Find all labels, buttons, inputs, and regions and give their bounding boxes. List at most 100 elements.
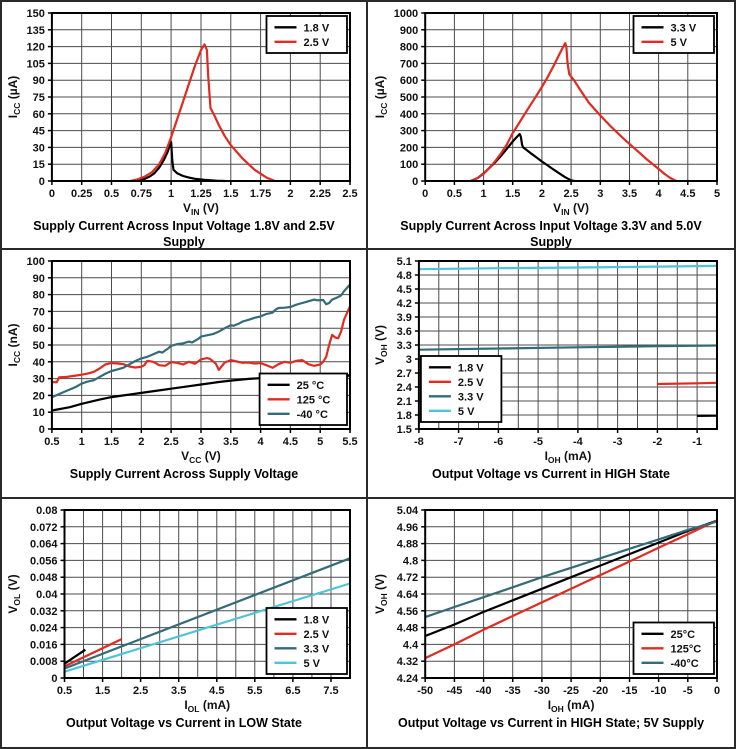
y-tick-label: 150 xyxy=(27,8,45,20)
series-line-2.5-v xyxy=(130,43,276,183)
x-tick-label: -40 xyxy=(476,685,492,697)
supply-current-1v8-2v5-chart: 0 0.25 0.5 0.75 1 1.25 1.5 1.75 2 2.25 2.5 0 15 30 45 6… xyxy=(6,8,358,217)
y-tick-label: 50 xyxy=(33,340,45,352)
supply-current-3v3-5v-chart: 0 0.5 1 1.5 2 2.5 3 3.5 4 4.5 5 0 100 200 300 400 500 600… xyxy=(373,8,720,217)
y-tick-label: 400 xyxy=(400,109,418,121)
y-tick-label: 4.32 xyxy=(397,656,418,668)
plot: 0.5 1.5 2.5 3.5 4.5 5.5 6.5 7.5 0 0.008 0.016 0.024… xyxy=(6,505,351,714)
y-tick-label: 30 xyxy=(33,374,45,386)
y-tick-label: 4.5 xyxy=(397,284,412,296)
legend: 1.8 V 2.5 V 3.3 V 5 V xyxy=(420,355,503,424)
x-tick-label: 0.25 xyxy=(71,188,92,200)
legend-label: 3.3 V xyxy=(458,392,484,404)
y-tick-label: 90 xyxy=(33,75,45,87)
y-tick-label: 4.8 xyxy=(397,270,412,282)
chart-panel-supply-current-3v3-5v: 0 0.5 1 1.5 2 2.5 3 3.5 4 4.5 5 0 100 200 300 400 500 600… xyxy=(368,2,734,251)
tick-labels: -8 -7 -6 -5 -4 -3 -2 -1 1.5 1.8 2.1 2.4 2.7 3 3.3 3.6 3.… xyxy=(397,256,702,448)
x-tick-label: -3 xyxy=(613,436,623,448)
axis-labels: IOH (mA) VOH (V) xyxy=(373,325,591,465)
x-tick-label: -45 xyxy=(446,685,462,697)
legend-label: 5 V xyxy=(671,37,688,49)
tick-labels: 0.5 1.5 2.5 3.5 4.5 5.5 6.5 7.5 0 0.008 0.016 0.024… xyxy=(30,505,339,697)
series-line-3.3-v xyxy=(470,132,575,183)
x-tick-label: 4 xyxy=(258,436,265,448)
y-axis-label: ICC (µA) xyxy=(373,76,389,119)
y-tick-label: 4.88 xyxy=(397,538,418,550)
legend: 25 °C 125 °C -40 °C xyxy=(258,372,348,427)
y-tick-label: 1.8 xyxy=(397,410,412,422)
x-tick-label: 1.5 xyxy=(505,188,520,200)
legend-box xyxy=(632,15,715,54)
tick-labels: 0.5 1 1.5 2 2.5 3 3.5 4 4.5 5 5.5 0 10 20 30 40 50 60 70 80… xyxy=(27,256,358,448)
y-tick-label: 3 xyxy=(406,354,412,366)
plot: -8 -7 -6 -5 -4 -3 -2 -1 1.5 1.8 2.1 2.4 2.7 3 3.3 3.6 3.… xyxy=(373,256,719,465)
x-axis-label: VIN (V) xyxy=(183,201,219,217)
x-tick-label: 4.5 xyxy=(680,188,695,200)
plot: 0 0.5 1 1.5 2 2.5 3 3.5 4 4.5 5 0 100 200 300 400 500 600… xyxy=(373,8,720,217)
y-tick-label: 2.4 xyxy=(397,382,413,394)
vol-vs-iol-chart: 0.5 1.5 2.5 3.5 4.5 5.5 6.5 7.5 0 0.008 0.016 0.024… xyxy=(6,505,351,714)
voh-vs-ioh-5v-chart: -50 -45 -40 -35 -30 -25 -20 -15 -10 -5 04.244.324.… xyxy=(373,505,720,714)
y-tick-label: 5.1 xyxy=(397,256,412,268)
x-tick-label: -8 xyxy=(414,436,424,448)
series-lines xyxy=(470,42,677,183)
legend-label: 2.5 V xyxy=(458,377,484,389)
y-tick-label: 0.056 xyxy=(30,555,58,567)
y-axis-label: ICC (nA) xyxy=(6,324,22,367)
axis-labels: VIN (V) ICC (µA) xyxy=(373,76,589,217)
x-tick-label: 3 xyxy=(198,436,204,448)
chart-panel-voh-vs-ioh: -8 -7 -6 -5 -4 -3 -2 -1 1.5 1.8 2.1 2.4 2.7 3 3.3 3.6 3.… xyxy=(368,250,734,499)
x-tick-label: 3.5 xyxy=(223,436,238,448)
x-tick-label: 0.5 xyxy=(57,685,72,697)
x-tick-label: -1 xyxy=(692,436,702,448)
y-tick-label: 5.04 xyxy=(397,505,419,517)
series-lines xyxy=(424,519,718,659)
x-tick-label: 4.5 xyxy=(283,436,298,448)
legend-label: 2.5 V xyxy=(304,628,330,640)
y-tick-label: 90 xyxy=(33,273,45,285)
y-tick-label: 2.7 xyxy=(397,368,412,380)
legend-label: 1.8 V xyxy=(304,22,330,34)
x-axis-label: VIN (V) xyxy=(553,201,589,217)
y-tick-label: 3.9 xyxy=(397,312,412,324)
x-tick-label: 4.5 xyxy=(209,685,224,697)
y-tick-label: 600 xyxy=(400,75,418,87)
legend: 1.8 V 2.5 V xyxy=(265,15,348,54)
y-tick-label: 4.24 xyxy=(397,673,419,685)
y-tick-label: 30 xyxy=(33,142,45,154)
series-line-25-c xyxy=(424,519,718,637)
legend-label: 25°C xyxy=(671,628,696,640)
x-tick-label: -20 xyxy=(592,685,608,697)
y-axis-label: ICC (µA) xyxy=(6,76,22,119)
y-tick-label: 80 xyxy=(33,290,45,302)
legend-label: 5 V xyxy=(304,657,321,669)
x-tick-label: 3.5 xyxy=(171,685,186,697)
chart-title: Supply Current Across Input Voltage 3.3V… xyxy=(400,219,702,250)
x-tick-label: -4 xyxy=(573,436,584,448)
legend: 1.8 V 2.5 V 3.3 V 5 V xyxy=(265,606,348,675)
plot: 0 0.25 0.5 0.75 1 1.25 1.5 1.75 2 2.25 2.5 0 15 30 45 6… xyxy=(6,8,358,217)
x-tick-label: 0 xyxy=(422,188,428,200)
y-tick-label: 10 xyxy=(33,408,45,420)
y-tick-label: 0 xyxy=(51,673,57,685)
legend-label: 5 V xyxy=(458,406,475,418)
series-lines xyxy=(418,265,718,418)
y-tick-label: 3.3 xyxy=(397,340,412,352)
series-lines xyxy=(63,556,351,673)
plot: 0.5 1 1.5 2 2.5 3 3.5 4 4.5 5 5.5 0 10 20 30 40 50 60 70 80… xyxy=(6,256,358,465)
y-tick-label: 70 xyxy=(33,307,45,319)
legend-label: 3.3 V xyxy=(304,643,330,655)
x-tick-label: 3.5 xyxy=(622,188,637,200)
chart-title: Supply Current Across Input Voltage 1.8V… xyxy=(33,219,335,250)
x-tick-label: 1.5 xyxy=(95,685,110,697)
y-tick-label: 0.008 xyxy=(30,656,58,668)
axis-labels: VCC (V) ICC (nA) xyxy=(6,324,221,465)
x-tick-label: -5 xyxy=(683,685,693,697)
x-tick-label: 0 xyxy=(714,685,720,697)
axis-labels: IOH (mA) VOH (V) xyxy=(373,574,594,714)
tick-labels: 0 0.25 0.5 0.75 1 1.25 1.5 1.75 2 2.25 2.5 0 15 30 45 6… xyxy=(27,8,358,200)
y-tick-label: 120 xyxy=(27,42,45,54)
y-tick-label: 3.6 xyxy=(397,326,412,338)
x-tick-label: 5.5 xyxy=(247,685,262,697)
